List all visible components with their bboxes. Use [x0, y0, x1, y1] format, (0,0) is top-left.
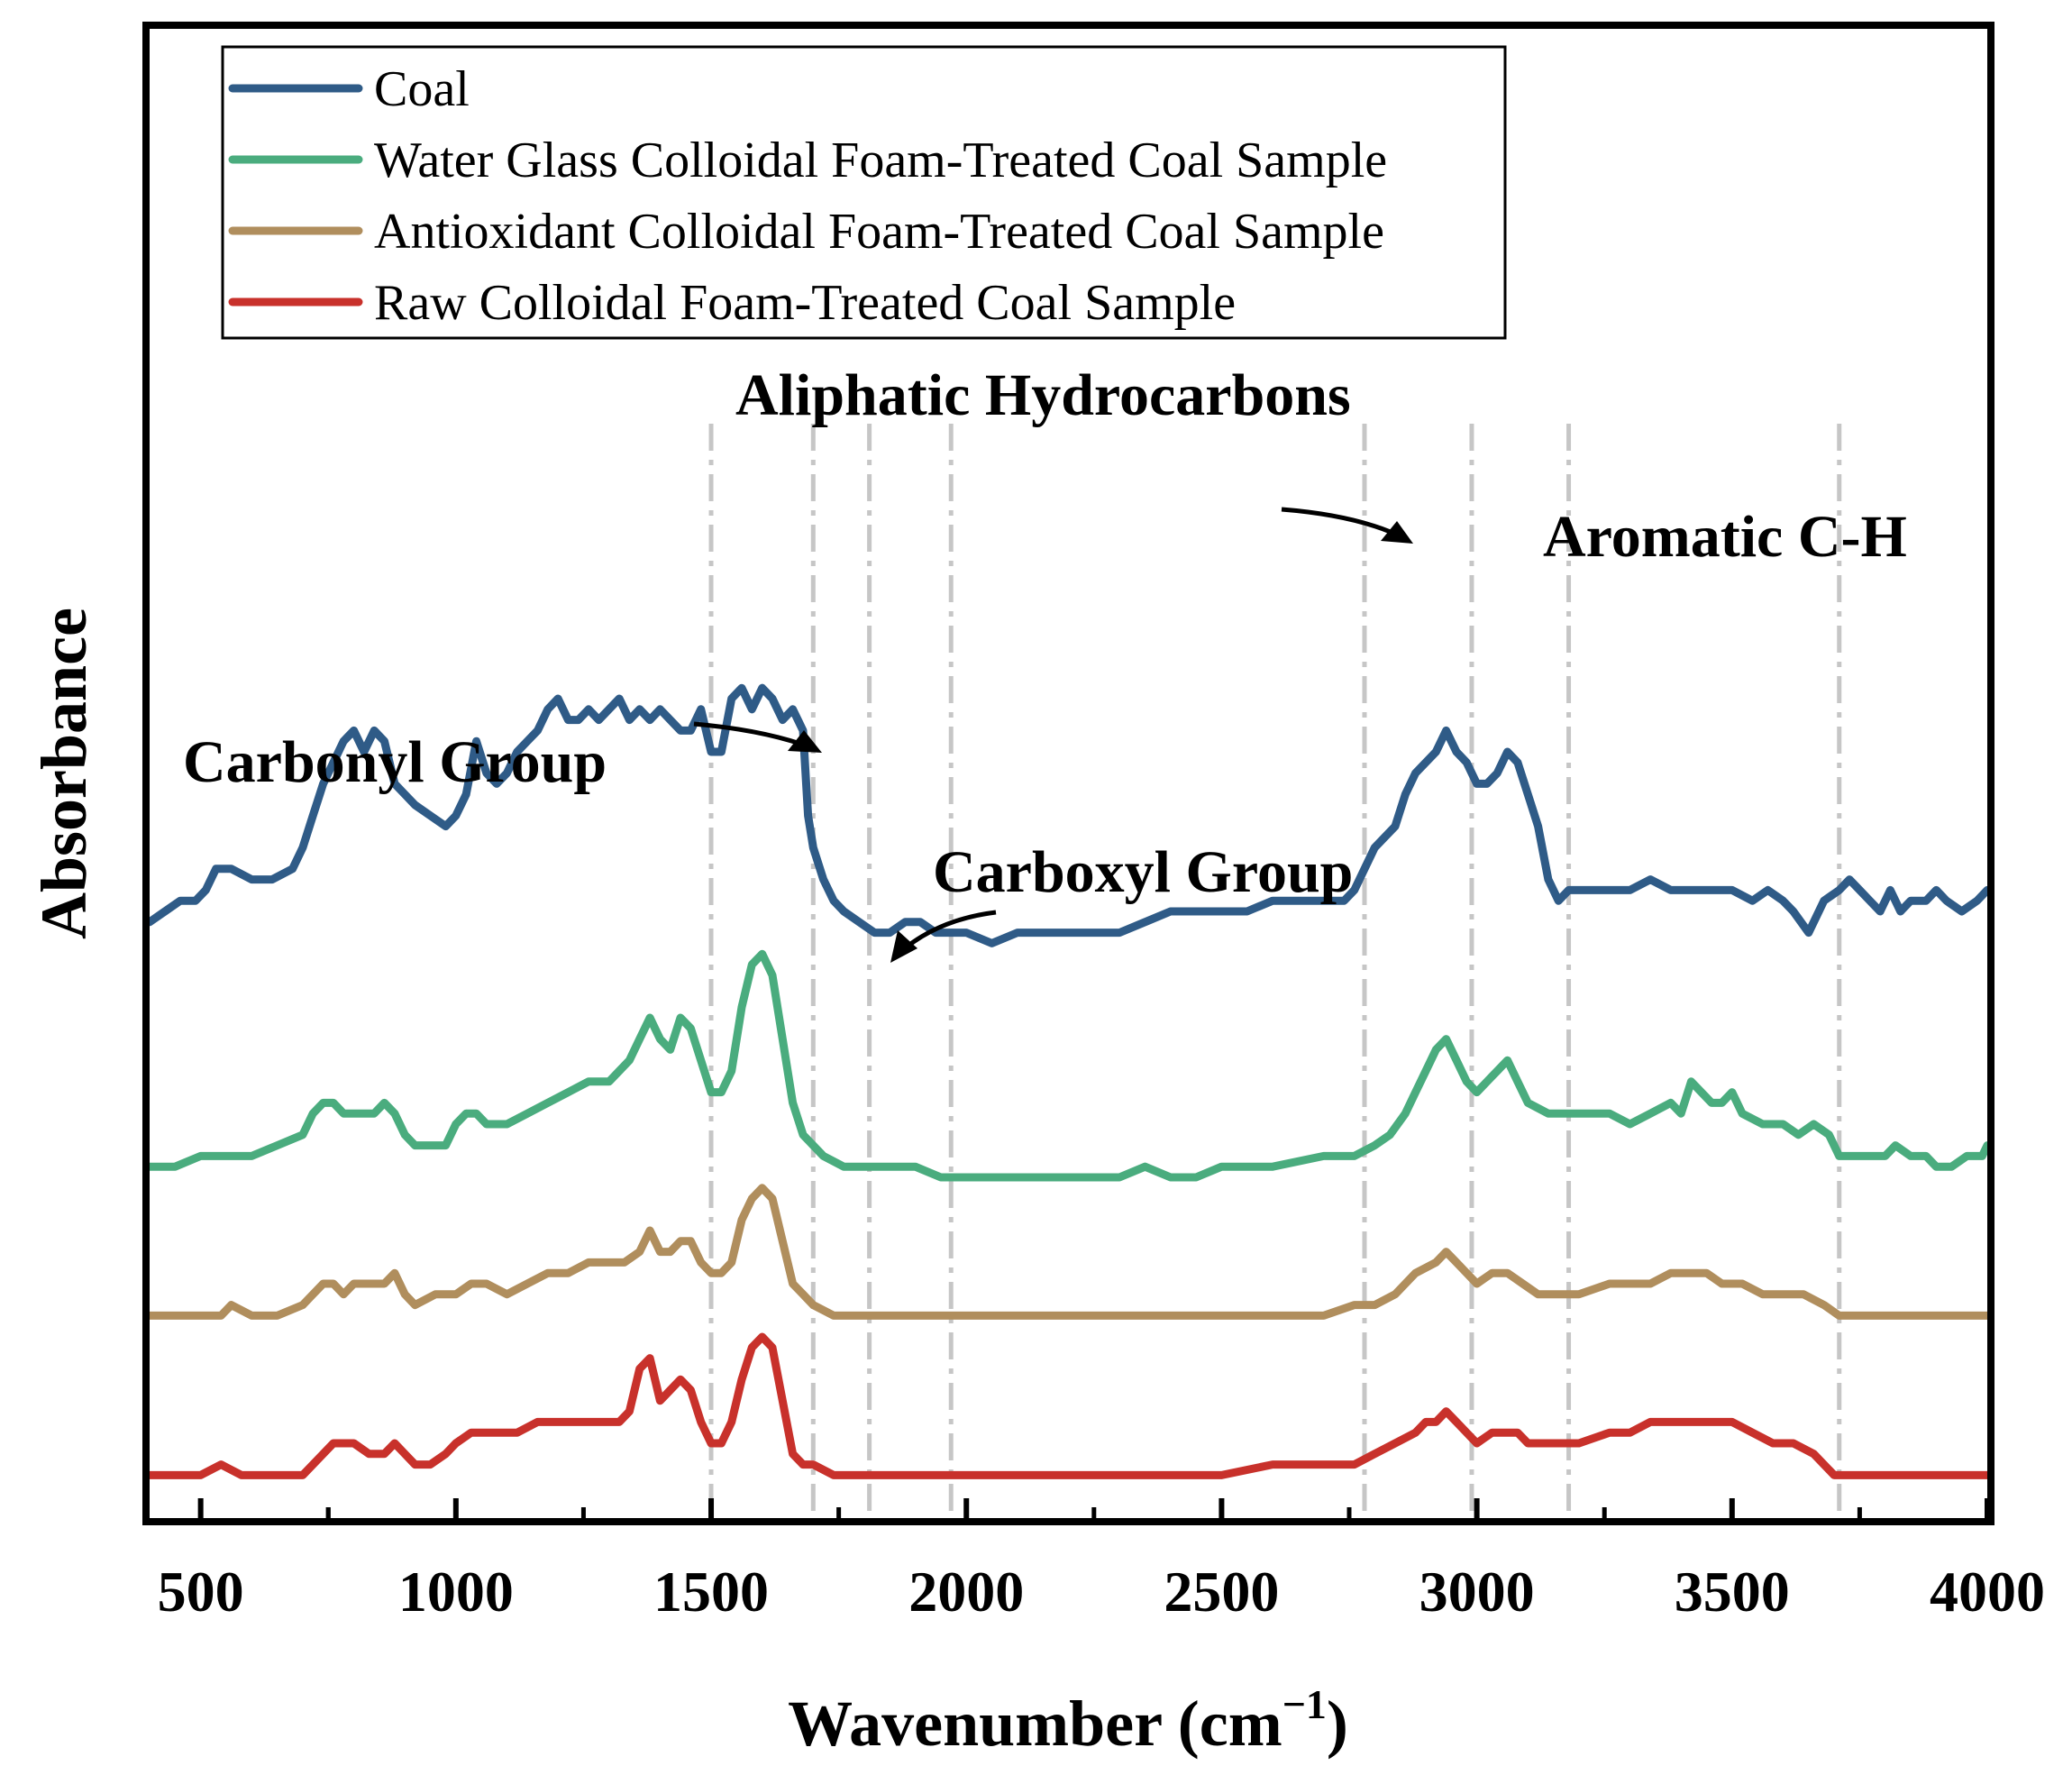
legend-label-3: Raw Colloidal Foam-Treated Coal Sample: [374, 275, 1236, 331]
x-tick-label: 500: [158, 1560, 244, 1624]
legend-label-0: Coal: [374, 61, 470, 117]
aromatic-arrow: [1281, 507, 1413, 544]
x-tick-label: 3500: [1675, 1560, 1790, 1624]
x-tick-label: 4000: [1930, 1560, 2045, 1624]
carboxyl-group-label: Carboxyl Group: [933, 839, 1353, 905]
aliphatic-hydrocarbons-label: Aliphatic Hydrocarbons: [735, 362, 1351, 428]
guide-lines: [708, 424, 1842, 1518]
legend-box: [221, 45, 1507, 340]
x-tick-label: 2000: [908, 1560, 1024, 1624]
carboxyl-arrow: [890, 910, 997, 963]
x-axis-title: Wavenumber (cm−1): [788, 1681, 1348, 1760]
series-line-3: [145, 1332, 1992, 1479]
legend-label-2: Antioxidant Colloidal Foam-Treated Coal …: [374, 204, 1384, 260]
series-line-2: [145, 1184, 1992, 1320]
legend-label-1: Water Glass Colloidal Foam-Treated Coal …: [374, 133, 1387, 188]
carbonyl-group-label: Carbonyl Group: [183, 729, 607, 795]
x-tick-label: 2500: [1164, 1560, 1279, 1624]
x-tick-label: 3000: [1419, 1560, 1535, 1624]
series-line-0: [145, 683, 1992, 947]
series-layer: [145, 683, 1992, 1479]
carbonyl-arrow: [693, 721, 822, 753]
x-axis-ticks: 500 1000 1500 2000 2500 3000 3500 4000: [158, 1498, 2045, 1624]
y-axis-title: Absorbance: [28, 608, 100, 939]
x-tick-label: 1500: [653, 1560, 769, 1624]
x-tick-label: 1000: [398, 1560, 514, 1624]
plot-frame: [142, 22, 1994, 1525]
aromatic-ch-label: Aromatic C-H: [1543, 504, 1907, 570]
legend: Coal Water Glass Colloidal Foam-Treated C…: [221, 45, 1507, 340]
series-line-1: [145, 949, 1992, 1182]
